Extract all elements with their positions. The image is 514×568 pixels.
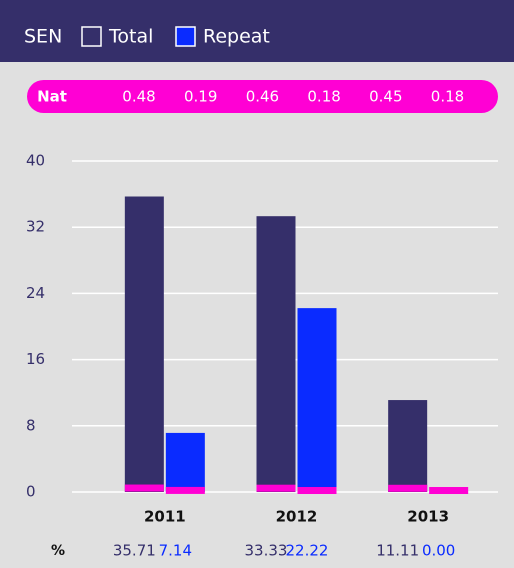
legend-swatch[interactable] [81,26,102,47]
national-value: 0.45 [369,88,402,106]
legend-title: SEN [24,26,62,48]
percent-row-label: % [51,543,65,559]
x-tick-label: 2013 [407,508,449,526]
national-marker [429,487,469,495]
national-value: 0.18 [307,88,340,106]
national-marker [256,484,296,492]
y-tick-label: 16 [26,350,45,368]
percent-value: 7.14 [159,542,192,560]
y-tick-label: 0 [26,483,36,501]
y-tick-label: 24 [26,284,45,302]
y-tick-label: 40 [26,152,45,170]
y-tick-label: 8 [26,416,36,434]
legend-swatch[interactable] [175,26,196,47]
x-tick-label: 2012 [276,508,318,526]
national-pill [27,80,498,113]
national-marker [388,484,428,492]
percent-value: 35.71 [113,542,156,560]
percent-value: 11.11 [376,542,419,560]
national-value: 0.18 [431,88,464,106]
legend-label: Total [108,26,153,48]
x-tick-label: 2011 [144,508,186,526]
y-tick-label: 32 [26,218,45,236]
national-marker [124,484,164,492]
percent-value: 22.22 [286,542,329,560]
bar [256,216,296,492]
bar [297,308,337,492]
national-value: 0.46 [246,88,279,106]
legend-label: Repeat [203,26,270,48]
national-marker [165,486,205,494]
national-value: 0.19 [184,88,217,106]
percent-value: 0.00 [422,542,455,560]
bar [165,432,205,492]
national-label: Nat [37,88,67,106]
national-value: 0.48 [122,88,155,106]
bar [124,196,164,492]
percent-value: 33.33 [245,542,288,560]
national-marker [297,487,337,495]
bar [388,400,428,492]
